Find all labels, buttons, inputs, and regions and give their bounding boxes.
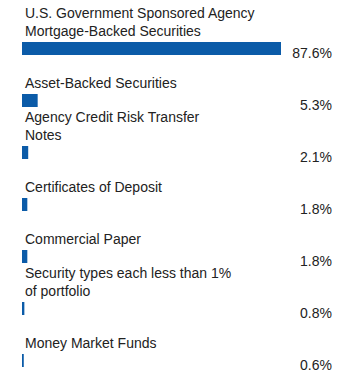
svg-text:Commercial Paper: Commercial Paper: [25, 231, 141, 247]
svg-text:Money Market Funds: Money Market Funds: [25, 335, 157, 351]
svg-text:Agency Credit Risk TransferNot: Agency Credit Risk TransferNotes: [25, 109, 200, 143]
svg-text:0.6%: 0.6%: [300, 357, 332, 373]
svg-text:U.S. Government Sponsored Agen: U.S. Government Sponsored AgencyMortgage…: [25, 5, 255, 39]
svg-text:0.8%: 0.8%: [300, 305, 332, 321]
svg-text:1.8%: 1.8%: [300, 253, 332, 269]
svg-text:1.8%: 1.8%: [300, 201, 332, 217]
svg-text:5.3%: 5.3%: [300, 97, 332, 113]
svg-text:Security types each less than: Security types each less than 1%of portf…: [25, 265, 231, 299]
svg-text:2.1%: 2.1%: [300, 149, 332, 165]
svg-text:87.6%: 87.6%: [292, 45, 332, 61]
svg-text:Asset-Backed Securities: Asset-Backed Securities: [25, 75, 177, 91]
svg-text:Certificates of Deposit: Certificates of Deposit: [25, 179, 162, 195]
